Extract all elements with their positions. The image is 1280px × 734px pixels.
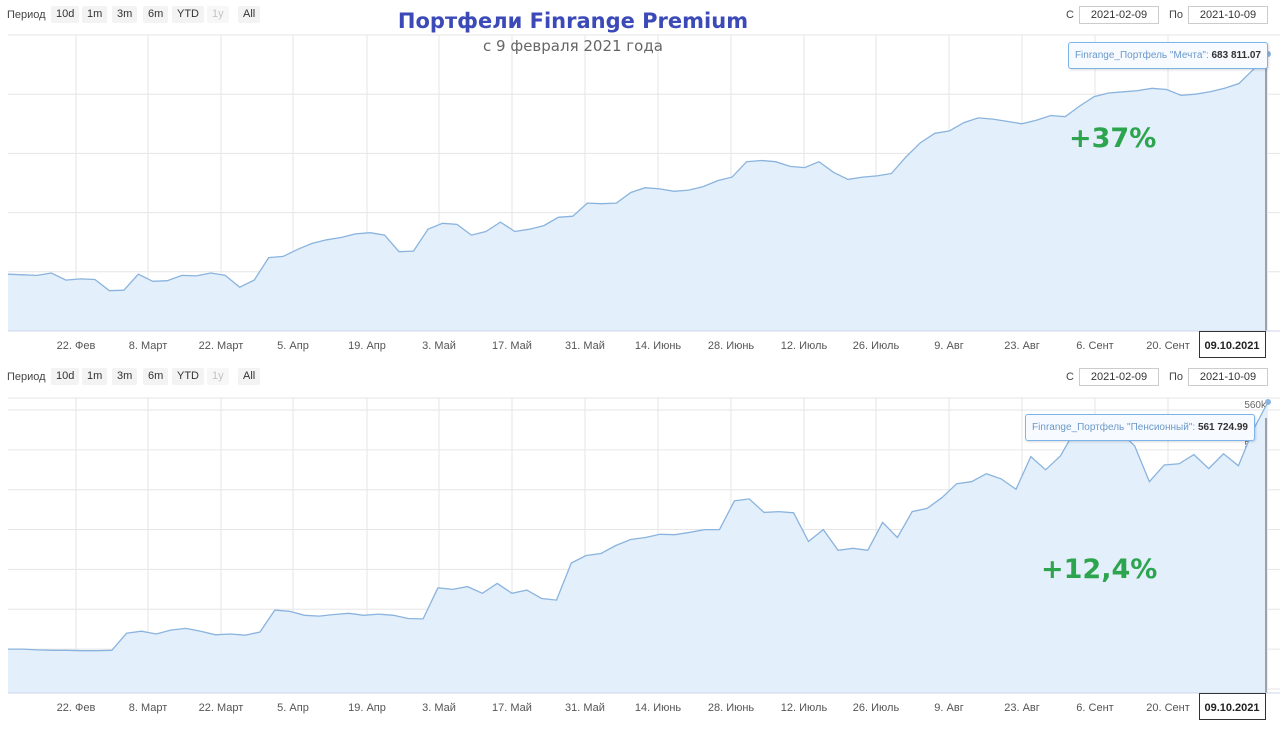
x-tick-label: 8. Март: [129, 702, 168, 714]
range-selector: Период 10d 1m 3m 6m YTD 1y All С По: [0, 6, 1280, 24]
x-tick-label: 8. Март: [129, 340, 168, 352]
series-tooltip-dream: Finrange_Портфель "Мечта": 683 811.07: [1067, 42, 1268, 69]
x-tick-label: 22. Фев: [57, 702, 96, 714]
page-subtitle: с 9 февраля 2021 года: [483, 37, 663, 55]
x-tick-label: 31. Май: [565, 702, 605, 714]
range-button-ytd[interactable]: YTD: [172, 368, 204, 385]
chart-panel-pension: Период 10d 1m 3m 6m YTD 1y All С По 490k…: [0, 362, 1280, 734]
x-tick-label: 17. Май: [492, 340, 532, 352]
growth-annotation-pension: +12,4%: [1041, 554, 1158, 585]
x-tick-label: 22. Март: [199, 702, 244, 714]
x-tick-label: 23. Авг: [1004, 340, 1040, 352]
range-button-10d[interactable]: 10d: [51, 6, 80, 23]
range-button-ytd[interactable]: YTD: [172, 6, 204, 23]
range-button-3m[interactable]: 3m: [112, 368, 138, 385]
x-tick-label: 23. Авг: [1004, 702, 1040, 714]
x-tick-label: 14. Июнь: [635, 340, 682, 352]
x-tick-label: 19. Апр: [348, 340, 386, 352]
range-button-1m[interactable]: 1m: [82, 368, 108, 385]
range-button-1y: 1y: [207, 6, 229, 23]
range-button-1y: 1y: [207, 368, 229, 385]
tooltip-series-value: 683 811.07: [1211, 50, 1262, 61]
x-tick-label: 3. Май: [422, 702, 456, 714]
x-tick-label: 31. Май: [565, 340, 605, 352]
tooltip-series-name: Finrange_Портфель "Мечта": [1074, 50, 1206, 61]
x-tick-label: 9. Авг: [934, 702, 963, 714]
x-tick-label: 20. Сент: [1146, 702, 1190, 714]
x-tick-label: 9. Авг: [934, 340, 963, 352]
growth-annotation-dream: +37%: [1069, 123, 1157, 154]
range-button-6m[interactable]: 6m: [143, 6, 169, 23]
range-button-10d[interactable]: 10d: [51, 368, 80, 385]
last-point-marker: [1265, 398, 1271, 405]
x-tick-label: 6. Сент: [1076, 702, 1113, 714]
x-tick-label: 12. Июль: [781, 340, 828, 352]
range-button-all[interactable]: All: [238, 6, 261, 23]
from-label: С: [1066, 9, 1074, 21]
period-label: Период: [7, 9, 46, 21]
current-date-box: [1199, 331, 1266, 358]
from-label: С: [1066, 371, 1074, 383]
x-tick-label: 17. Май: [492, 702, 532, 714]
series-line: [8, 401, 1269, 652]
current-date-label: 09.10.2021: [1204, 702, 1259, 714]
tooltip-series-value: 561 724.99: [1197, 422, 1248, 433]
x-tick-label: 26. Июль: [853, 340, 900, 352]
range-selector: Период 10d 1m 3m 6m YTD 1y All С По: [0, 368, 1280, 386]
current-date-box: [1199, 693, 1266, 720]
chart-panel-dream: Период 10d 1m 3m 6m YTD 1y All С По 450k…: [0, 0, 1280, 362]
to-date-input[interactable]: [1188, 368, 1268, 386]
x-tick-label: 14. Июнь: [635, 702, 682, 714]
range-button-1m[interactable]: 1m: [82, 6, 108, 23]
x-tick-label: 5. Апр: [277, 340, 309, 352]
range-button-6m[interactable]: 6m: [143, 368, 169, 385]
to-date-input[interactable]: [1188, 6, 1268, 24]
x-tick-label: 5. Апр: [277, 702, 309, 714]
from-date-input[interactable]: [1079, 6, 1159, 24]
x-tick-label: 12. Июль: [781, 702, 828, 714]
x-tick-label: 28. Июнь: [708, 702, 755, 714]
y-tick-label: 560k: [1244, 400, 1267, 411]
x-tick-label: 22. Фев: [57, 340, 96, 352]
series-area: [8, 53, 1268, 332]
range-button-3m[interactable]: 3m: [112, 6, 138, 23]
current-date-label: 09.10.2021: [1204, 340, 1259, 352]
portfolio-chart-pension: 490k500k510k520k530k540k550k560k22. Фев8…: [8, 397, 1280, 720]
series-line: [7, 53, 1269, 292]
range-button-all[interactable]: All: [238, 368, 261, 385]
x-tick-label: 22. Март: [199, 340, 244, 352]
period-label: Период: [7, 371, 46, 383]
to-label: По: [1169, 371, 1184, 383]
x-tick-label: 26. Июль: [853, 702, 900, 714]
x-tick-label: 19. Апр: [348, 702, 386, 714]
page-title: Портфели Finrange Premium: [397, 9, 749, 33]
series-area: [8, 402, 1268, 693]
series-tooltip-pension: Finrange_Портфель "Пенсионный": 561 724.…: [1025, 414, 1255, 441]
x-tick-label: 28. Июнь: [708, 340, 755, 352]
x-tick-label: 3. Май: [422, 340, 456, 352]
x-tick-label: 6. Сент: [1076, 340, 1113, 352]
from-date-input[interactable]: [1079, 368, 1159, 386]
to-label: По: [1169, 9, 1184, 21]
tooltip-series-name: Finrange_Портфель "Пенсионный": [1032, 422, 1193, 433]
x-tick-label: 20. Сент: [1146, 340, 1190, 352]
